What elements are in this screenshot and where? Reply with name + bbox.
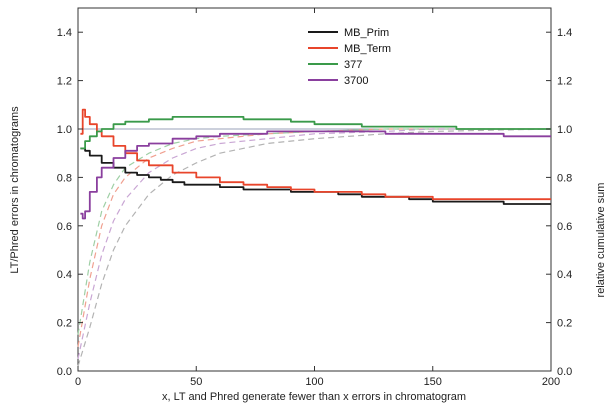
x-tick-label: 200 bbox=[542, 376, 560, 388]
y2-tick-label: 0.2 bbox=[557, 318, 572, 330]
y2-tick-label: 1.0 bbox=[557, 124, 572, 136]
y-axis-label: LT/Phred errors in chromatograms bbox=[9, 106, 21, 274]
series-line-mb-term bbox=[80, 108, 551, 201]
y2-tick-label: 0.4 bbox=[557, 269, 572, 281]
y2-tick-label: 1.4 bbox=[557, 27, 572, 39]
y2-tick-label: 0.8 bbox=[557, 172, 572, 184]
legend-label: MB_Prim bbox=[344, 27, 389, 39]
y-tick-label: 0.0 bbox=[57, 366, 72, 378]
y-tick-label: 1.0 bbox=[57, 124, 72, 136]
x-tick-label: 0 bbox=[75, 376, 81, 388]
y-tick-label: 0.4 bbox=[57, 269, 72, 281]
y-tick-label: 0.2 bbox=[57, 318, 72, 330]
legend-label: MB_Term bbox=[344, 43, 391, 55]
y-tick-label: 1.2 bbox=[57, 76, 72, 88]
x-tick-label: 50 bbox=[190, 376, 202, 388]
y-tick-label: 0.8 bbox=[57, 172, 72, 184]
y2-tick-label: 0.6 bbox=[557, 221, 572, 233]
legend: MB_Prim MB_Term 377 3700 bbox=[308, 27, 391, 87]
series-line-377 bbox=[80, 116, 551, 150]
series-line-3700 bbox=[80, 130, 551, 220]
legend-label: 377 bbox=[344, 59, 362, 71]
x-tick-label: 100 bbox=[305, 376, 323, 388]
x-axis-label: x, LT and Phred generate fewer than x er… bbox=[162, 391, 466, 403]
y-tick-label: 1.4 bbox=[57, 27, 72, 39]
y2-tick-label: 0.0 bbox=[557, 366, 572, 378]
x-tick-label: 150 bbox=[424, 376, 442, 388]
y2-tick-label: 1.2 bbox=[557, 76, 572, 88]
series-group bbox=[77, 108, 552, 367]
cumulative-sum-line bbox=[77, 128, 551, 335]
y-tick-label: 0.6 bbox=[57, 221, 72, 233]
legend-label: 3700 bbox=[344, 75, 368, 87]
cumulative-sum-line bbox=[77, 128, 552, 367]
y2-axis-label: relative cumulative sum bbox=[595, 183, 607, 298]
